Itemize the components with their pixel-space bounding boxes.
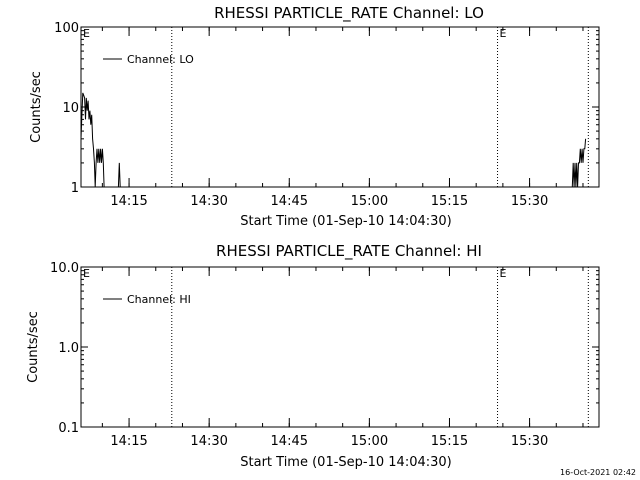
footer-timestamp: 16-Oct-2021 02:42 bbox=[560, 468, 636, 477]
flag-label: E bbox=[83, 267, 90, 280]
y-tick-label: 1 bbox=[71, 181, 79, 196]
x-tick-label: 15:00 bbox=[351, 434, 388, 449]
x-tick-label: 14:15 bbox=[110, 194, 147, 209]
x-tick-label: 14:45 bbox=[271, 434, 308, 449]
flag-label: E bbox=[83, 27, 90, 40]
chart-title: RHESSI PARTICLE_RATE Channel: HI bbox=[216, 242, 482, 261]
plot-frame bbox=[80, 26, 600, 188]
y-axis-label: Counts/sec bbox=[29, 71, 44, 143]
x-tick-label: 14:15 bbox=[110, 434, 147, 449]
y-tick-label: 0.1 bbox=[58, 421, 79, 436]
x-tick-label: 14:30 bbox=[190, 434, 227, 449]
series-line-segment bbox=[80, 92, 110, 188]
x-tick-label: 15:30 bbox=[511, 194, 548, 209]
flag-label: E bbox=[500, 267, 507, 280]
series-line-segment bbox=[571, 138, 587, 188]
legend-label: Channel: HI bbox=[127, 293, 191, 306]
y-tick-label: 10 bbox=[62, 101, 79, 116]
x-tick-label: 15:15 bbox=[431, 434, 468, 449]
x-axis-label: Start Time (01-Sep-10 14:04:30) bbox=[240, 455, 451, 470]
x-tick-label: 15:00 bbox=[351, 194, 388, 209]
hi-channel-panel: RHESSI PARTICLE_RATE Channel: HI 0.1 1.0 10… bbox=[26, 242, 600, 470]
x-axis-label: Start Time (01-Sep-10 14:04:30) bbox=[240, 214, 451, 229]
x-tick-label: 15:15 bbox=[431, 194, 468, 209]
legend-label: Channel: LO bbox=[127, 53, 194, 66]
plot-frame bbox=[80, 266, 600, 428]
lo-channel-panel: RHESSI PARTICLE_RATE Channel: LO 1 10 100 14… bbox=[29, 4, 600, 229]
x-tick-label: 14:30 bbox=[190, 194, 227, 209]
y-axis-label: Counts/sec bbox=[26, 311, 41, 383]
x-tick-label: 14:45 bbox=[271, 194, 308, 209]
flag-label: E bbox=[500, 27, 507, 40]
chart-title: RHESSI PARTICLE_RATE Channel: LO bbox=[214, 4, 484, 23]
series-line-segment bbox=[117, 162, 122, 188]
y-tick-label: 10.0 bbox=[50, 261, 79, 276]
y-tick-label: 1.0 bbox=[58, 341, 79, 356]
y-tick-label: 100 bbox=[54, 21, 79, 36]
x-tick-label: 15:30 bbox=[511, 434, 548, 449]
